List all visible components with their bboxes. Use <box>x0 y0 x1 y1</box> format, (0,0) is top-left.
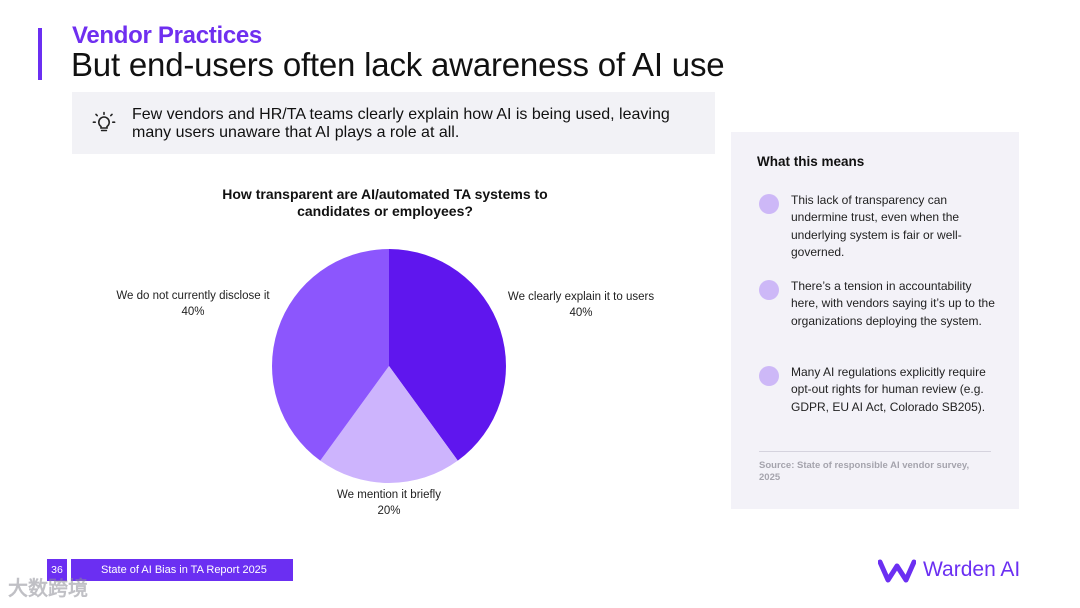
takeaway-text: This lack of transparency can undermine … <box>791 193 962 259</box>
slice-label: We do not currently disclose it <box>116 290 270 302</box>
page-title: But end-users often lack awareness of AI… <box>71 46 725 83</box>
watermark: 大数跨境 <box>8 578 88 600</box>
title-accent-bar <box>38 28 42 80</box>
takeaway-text: Many AI regulations explicitly require o… <box>791 365 986 414</box>
warden-logo-icon <box>878 559 916 583</box>
pie-slice <box>389 249 506 461</box>
pie-slice <box>320 366 458 483</box>
chart-title: How transparent are AI/automated TA syst… <box>222 186 548 219</box>
page-number: 36 <box>47 559 67 581</box>
warden-ai-logo: Warden AI <box>878 557 1023 585</box>
source-note: Source: State of responsible AI vendor s… <box>759 460 970 483</box>
insight-text: Few vendors and HR/TA teams clearly expl… <box>132 106 670 141</box>
insight-callout: Few vendors and HR/TA teams clearly expl… <box>72 92 715 154</box>
slice-value-label: 40% <box>181 306 204 318</box>
panel-heading: What this means <box>757 154 865 169</box>
bullet-dot <box>759 280 779 300</box>
pie-slice <box>272 249 389 461</box>
panel-divider <box>759 451 991 452</box>
slice-value-label: 20% <box>377 505 400 517</box>
slice-label: We mention it briefly <box>337 489 441 501</box>
section-kicker: Vendor Practices <box>72 22 262 49</box>
what-this-means-panel: What this means This lack of transparenc… <box>731 132 1019 509</box>
lightbulb-icon <box>92 111 116 132</box>
takeaway-text: There’s a tension in accountability here… <box>791 279 995 328</box>
bullet-dot <box>759 194 779 214</box>
slice-label: We clearly explain it to users <box>508 291 654 303</box>
slice-value-label: 40% <box>569 307 592 319</box>
bullet-dot <box>759 366 779 386</box>
brand-name: Warden AI <box>923 558 1021 581</box>
report-title: State of AI Bias in TA Report 2025 <box>71 559 293 581</box>
